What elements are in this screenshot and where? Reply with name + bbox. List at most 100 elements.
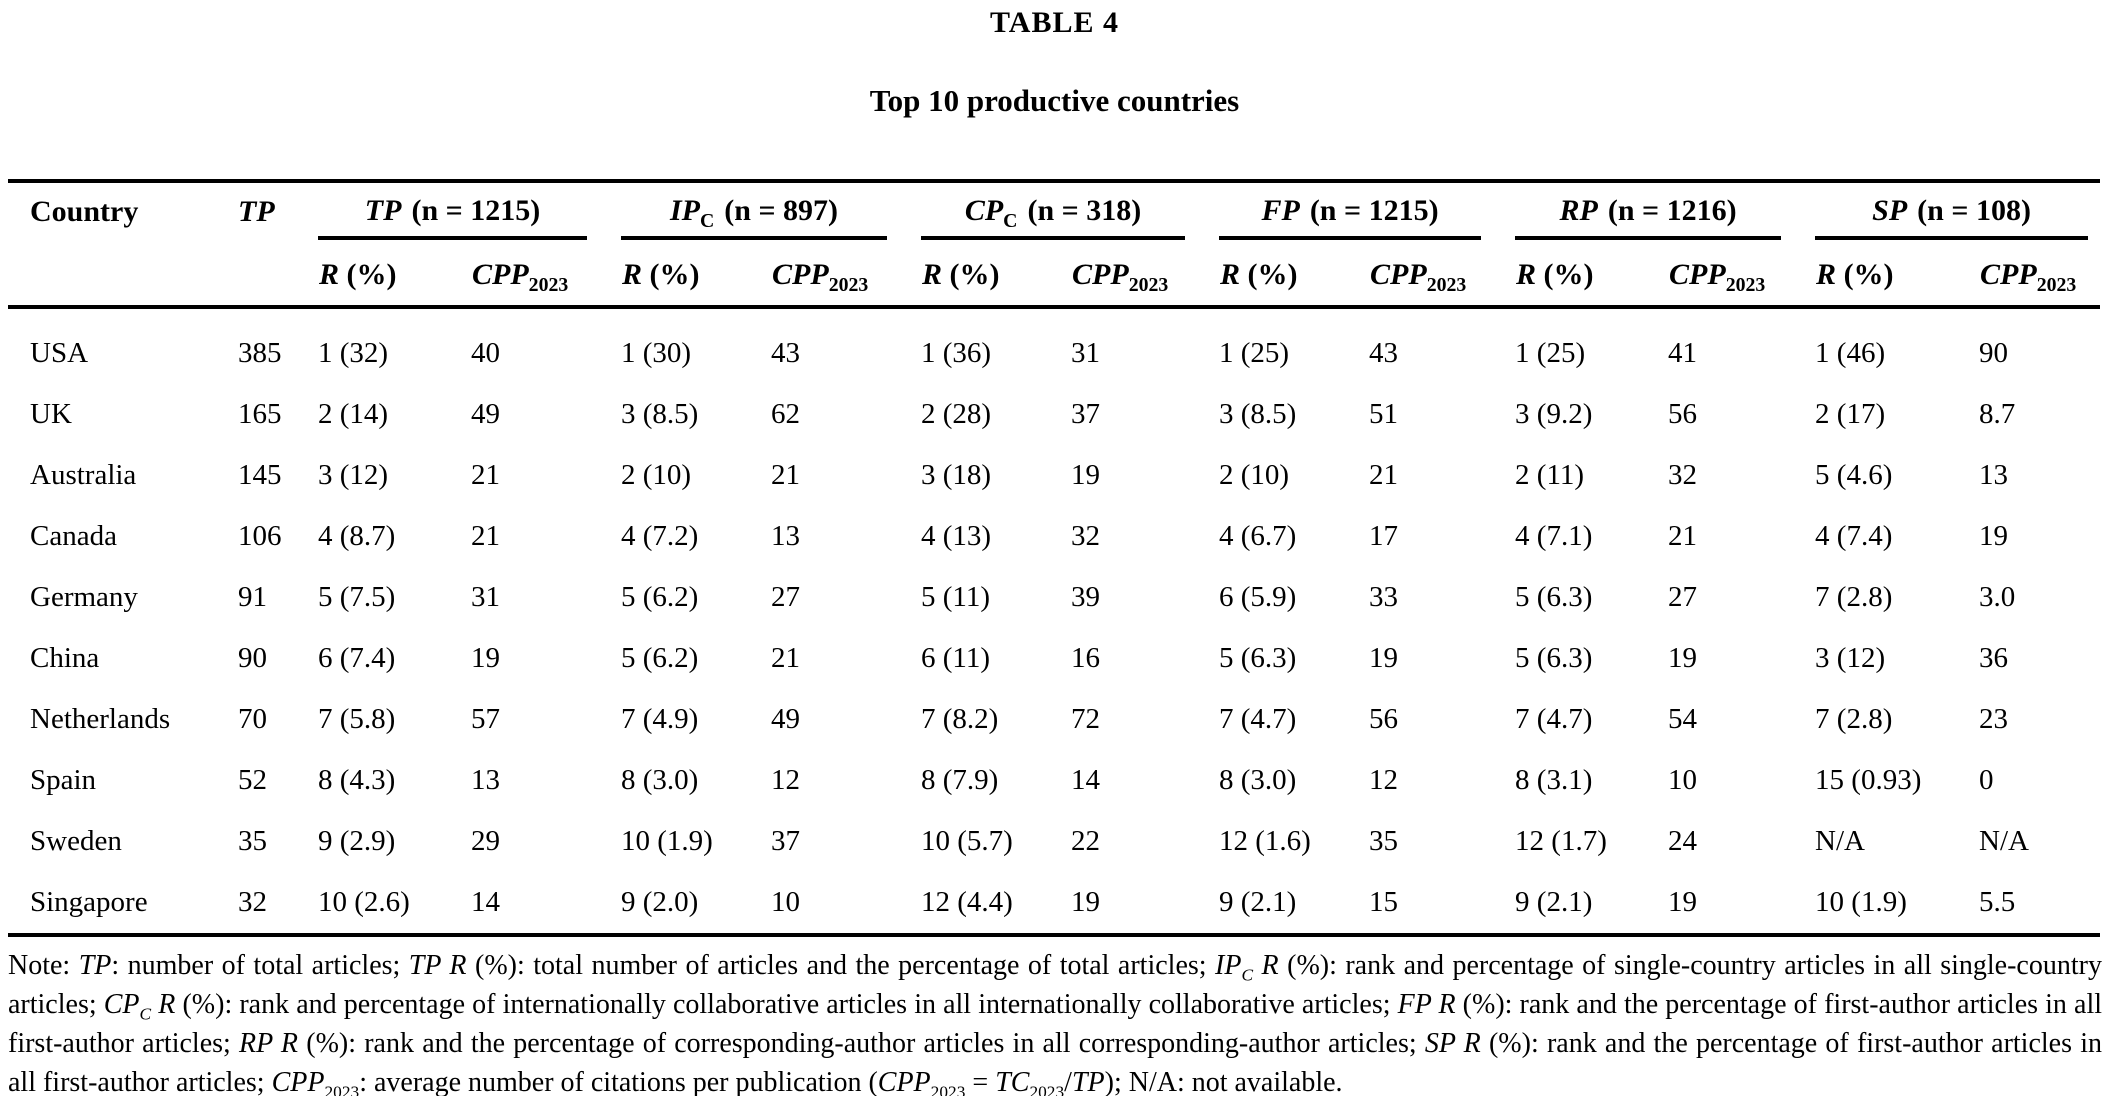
value-cell: 1 (30) [621,337,692,369]
value-cell: N/A [1979,825,2029,857]
value-cell: 13 [1979,459,2009,491]
value-cell: 5 (6.3) [1219,642,1297,674]
table-row: Australia 145 3 (12) 21 2 (10) 21 3 (18)… [8,445,2100,506]
value-cell: 5 (11) [921,581,991,613]
value-cell: 90 [1979,337,2009,369]
col-header-country: Country [8,181,232,309]
value-cell: 8 (7.9) [921,764,999,796]
group-abbr: SP [1872,194,1908,227]
note-segment: C [1241,965,1254,985]
tp-cell: 106 [238,520,282,552]
subheader-r: R (%) [1815,240,1980,309]
country-cell: UK [30,398,72,430]
value-cell: 1 (25) [1219,337,1290,369]
group-n: (n = 897) [724,194,839,227]
table-row: Germany 91 5 (7.5) 31 5 (6.2) 27 5 (11) … [8,567,2100,628]
col-group-rp: RP (n = 1216) [1515,181,1815,240]
value-cell: 9 (2.1) [1515,886,1593,918]
value-cell: 5 (7.5) [318,581,396,613]
value-cell: 2 (14) [318,398,389,430]
value-cell: 43 [1369,337,1399,369]
note-segment: (%): rank and the percentage of correspo… [298,1028,1425,1059]
country-cell: USA [30,337,89,369]
value-cell: 21 [1369,459,1399,491]
value-cell: 8 (3.0) [1219,764,1297,796]
value-cell: 39 [1071,581,1101,613]
subheader-r: R (%) [318,240,471,309]
value-cell: 12 [771,764,801,796]
tp-cell: 145 [238,459,282,491]
note-segment: R [1253,950,1279,981]
value-cell: 21 [1668,520,1698,552]
group-abbr-subscript: C [699,210,715,232]
value-cell: 5 (6.3) [1515,642,1593,674]
value-cell: 23 [1979,703,2009,735]
value-cell: 6 (7.4) [318,642,396,674]
country-cell: Sweden [30,825,122,857]
tp-cell: 90 [238,642,267,674]
value-cell: 12 (1.6) [1219,825,1311,857]
country-cell: Canada [30,520,117,552]
value-cell: 7 (5.8) [318,703,396,735]
value-cell: 29 [471,825,500,857]
value-cell: 3 (12) [318,459,389,491]
table-row: Spain 52 8 (4.3) 13 8 (3.0) 12 8 (7.9) 1… [8,750,2100,811]
value-cell: 3 (9.2) [1515,398,1593,430]
group-n: (n = 318) [1027,194,1142,227]
note-segment: CP [103,989,140,1020]
value-cell: 2 (10) [621,459,692,491]
value-cell: 2 (28) [921,398,992,430]
value-cell: 14 [1071,764,1101,796]
value-cell: 9 (2.1) [1219,886,1297,918]
value-cell: 35 [1369,825,1399,857]
value-cell: 19 [1668,886,1698,918]
tp-cell: 35 [238,825,267,857]
value-cell: 8 (3.0) [621,764,699,796]
table-body: USA 385 1 (32) 40 1 (30) 43 1 (36) 31 1 … [8,307,2101,935]
tp-cell: 70 [238,703,267,735]
note-segment: TP [78,950,112,981]
value-cell: 6 (11) [921,642,991,674]
value-cell: 22 [1071,825,1101,857]
value-cell: 27 [1668,581,1698,613]
group-abbr: RP [1559,194,1598,227]
col-group-cpc: CPC (n = 318) [921,181,1219,240]
value-cell: 15 [1369,886,1399,918]
group-n: (n = 1216) [1607,194,1737,227]
note-segment: ); N/A: not available. [1104,1067,1343,1096]
table-row: Canada 106 4 (8.7) 21 4 (7.2) 13 4 (13) … [8,506,2100,567]
value-cell: 10 (5.7) [921,825,1013,857]
note-segment: CPP [271,1067,325,1096]
col-header-tp: TP [232,181,318,309]
subheader-cpp: CPP2023 [1979,240,2101,309]
col-group-fp: FP (n = 1215) [1219,181,1515,240]
value-cell: 19 [1071,886,1101,918]
table-header: Country TP TP (n = 1215) IPC (n = 897) CPC… [8,181,2101,309]
tp-cell: 52 [238,764,267,796]
note-segment: / [1064,1067,1072,1096]
group-abbr-subscript: C [1003,210,1018,232]
subheader-r: R (%) [1219,240,1370,309]
value-cell: 8 (3.1) [1515,764,1593,796]
tp-cell: 91 [238,581,267,613]
value-cell: 21 [471,520,500,552]
value-cell: 4 (6.7) [1219,520,1297,552]
value-cell: 10 (2.6) [318,886,410,918]
value-cell: 31 [471,581,500,613]
group-n: (n = 1215) [411,194,541,227]
value-cell: 49 [771,703,801,735]
value-cell: 5 (6.2) [621,642,699,674]
value-cell: 8.7 [1979,398,2016,430]
note-segment: (%): rank and percentage of internationa… [175,989,1398,1020]
note-segment: TP [1071,1067,1105,1096]
productive-countries-table: Country TP TP (n = 1215) IPC (n = 897) CPC… [8,179,2101,937]
note-segment: = [965,1067,996,1096]
value-cell: 2 (11) [1515,459,1585,491]
value-cell: 1 (36) [921,337,992,369]
value-cell: 43 [771,337,801,369]
note-segment: R [151,989,176,1020]
country-cell: Singapore [30,886,148,918]
value-cell: 37 [771,825,801,857]
group-abbr: IP [669,194,700,227]
